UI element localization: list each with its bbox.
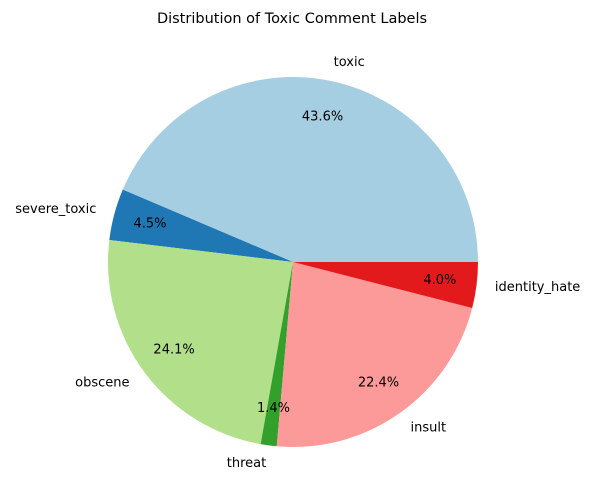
pie-slice-toxic	[122, 77, 478, 263]
pct-label-obscene: 24.1%	[153, 343, 194, 358]
pct-label-threat: 1.4%	[257, 401, 290, 416]
pie-slice-obscene	[108, 239, 293, 445]
pie-slice-identity-hate	[293, 262, 478, 309]
slice-label-toxic: toxic	[334, 55, 365, 70]
pct-label-insult: 22.4%	[358, 375, 399, 390]
pct-label-identity-hate: 4.0%	[423, 273, 456, 288]
slice-label-severe-toxic: severe_toxic	[15, 202, 96, 217]
slice-label-threat: threat	[227, 456, 266, 471]
pie-slice-insult	[276, 262, 473, 447]
slice-label-obscene: obscene	[75, 376, 129, 391]
pct-label-toxic: 43.6%	[302, 109, 343, 124]
pie-slice-threat	[260, 262, 293, 447]
slice-label-insult: insult	[411, 421, 447, 436]
percentage-labels: 43.6% 4.5% 24.1% 1.4% 22.4% 4.0%	[133, 109, 456, 416]
pie-slices	[108, 77, 478, 447]
chart-title: Distribution of Toxic Comment Labels	[157, 11, 427, 27]
pie-slice-severe-toxic	[109, 189, 293, 262]
slice-label-identity-hate: identity_hate	[495, 280, 580, 295]
pct-label-severe-toxic: 4.5%	[133, 216, 166, 231]
